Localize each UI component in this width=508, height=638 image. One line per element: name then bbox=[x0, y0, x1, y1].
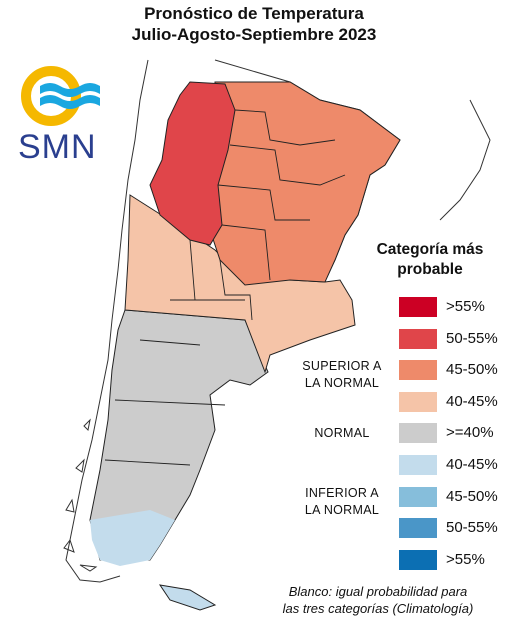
region-tierra-del-fuego bbox=[158, 584, 217, 611]
legend-swatch bbox=[399, 391, 437, 412]
legend-label: >=40% bbox=[446, 424, 494, 442]
legend-swatch bbox=[399, 455, 437, 475]
legend-swatch bbox=[399, 328, 437, 349]
legend-swatch bbox=[399, 486, 437, 507]
legend-label: 50-55% bbox=[446, 329, 498, 347]
legend-swatch bbox=[399, 549, 437, 570]
province-borders bbox=[104, 109, 346, 466]
distant-coast bbox=[439, 99, 491, 221]
legend-group-superior-line1: SUPERIOR A bbox=[302, 359, 382, 373]
legend-label: 40-45% bbox=[446, 456, 498, 473]
map-title: Pronóstico de Temperatura bbox=[144, 4, 364, 23]
note-line2: las tres categorías (Climatología) bbox=[282, 601, 474, 616]
legend-swatch bbox=[399, 360, 437, 381]
smn-logo-text: SMN bbox=[18, 128, 97, 166]
legend-group-inferior-line1: INFERIOR A bbox=[305, 486, 379, 500]
legend-label: >55% bbox=[446, 550, 485, 568]
legend-swatch bbox=[399, 518, 437, 539]
legend-group-inferior-line2: LA NORMAL bbox=[304, 503, 380, 517]
legend-swatch bbox=[399, 423, 437, 444]
smn-logo bbox=[21, 66, 100, 126]
legend-title-line1: Categoría más bbox=[376, 241, 484, 258]
map-subtitle: Julio-Agosto-Septiembre 2023 bbox=[131, 25, 377, 44]
legend-label: 50-55% bbox=[446, 519, 498, 537]
region-inferior-40-45 bbox=[90, 510, 175, 566]
legend-group-normal: NORMAL bbox=[314, 426, 370, 440]
legend-swatch bbox=[399, 297, 437, 317]
legend-label: 45-50% bbox=[446, 487, 498, 505]
legend-label: 45-50% bbox=[446, 361, 498, 379]
note-line1: Blanco: igual probabilidad para bbox=[288, 584, 468, 599]
chile-islands bbox=[63, 418, 98, 572]
legend-label: 40-45% bbox=[446, 392, 498, 410]
region-superior-50-55 bbox=[149, 81, 236, 246]
chile-coastline bbox=[65, 59, 149, 583]
legend-title-line2: probable bbox=[397, 261, 463, 278]
legend-group-superior-line2: LA NORMAL bbox=[304, 376, 380, 390]
legend-label: >55% bbox=[446, 298, 485, 315]
